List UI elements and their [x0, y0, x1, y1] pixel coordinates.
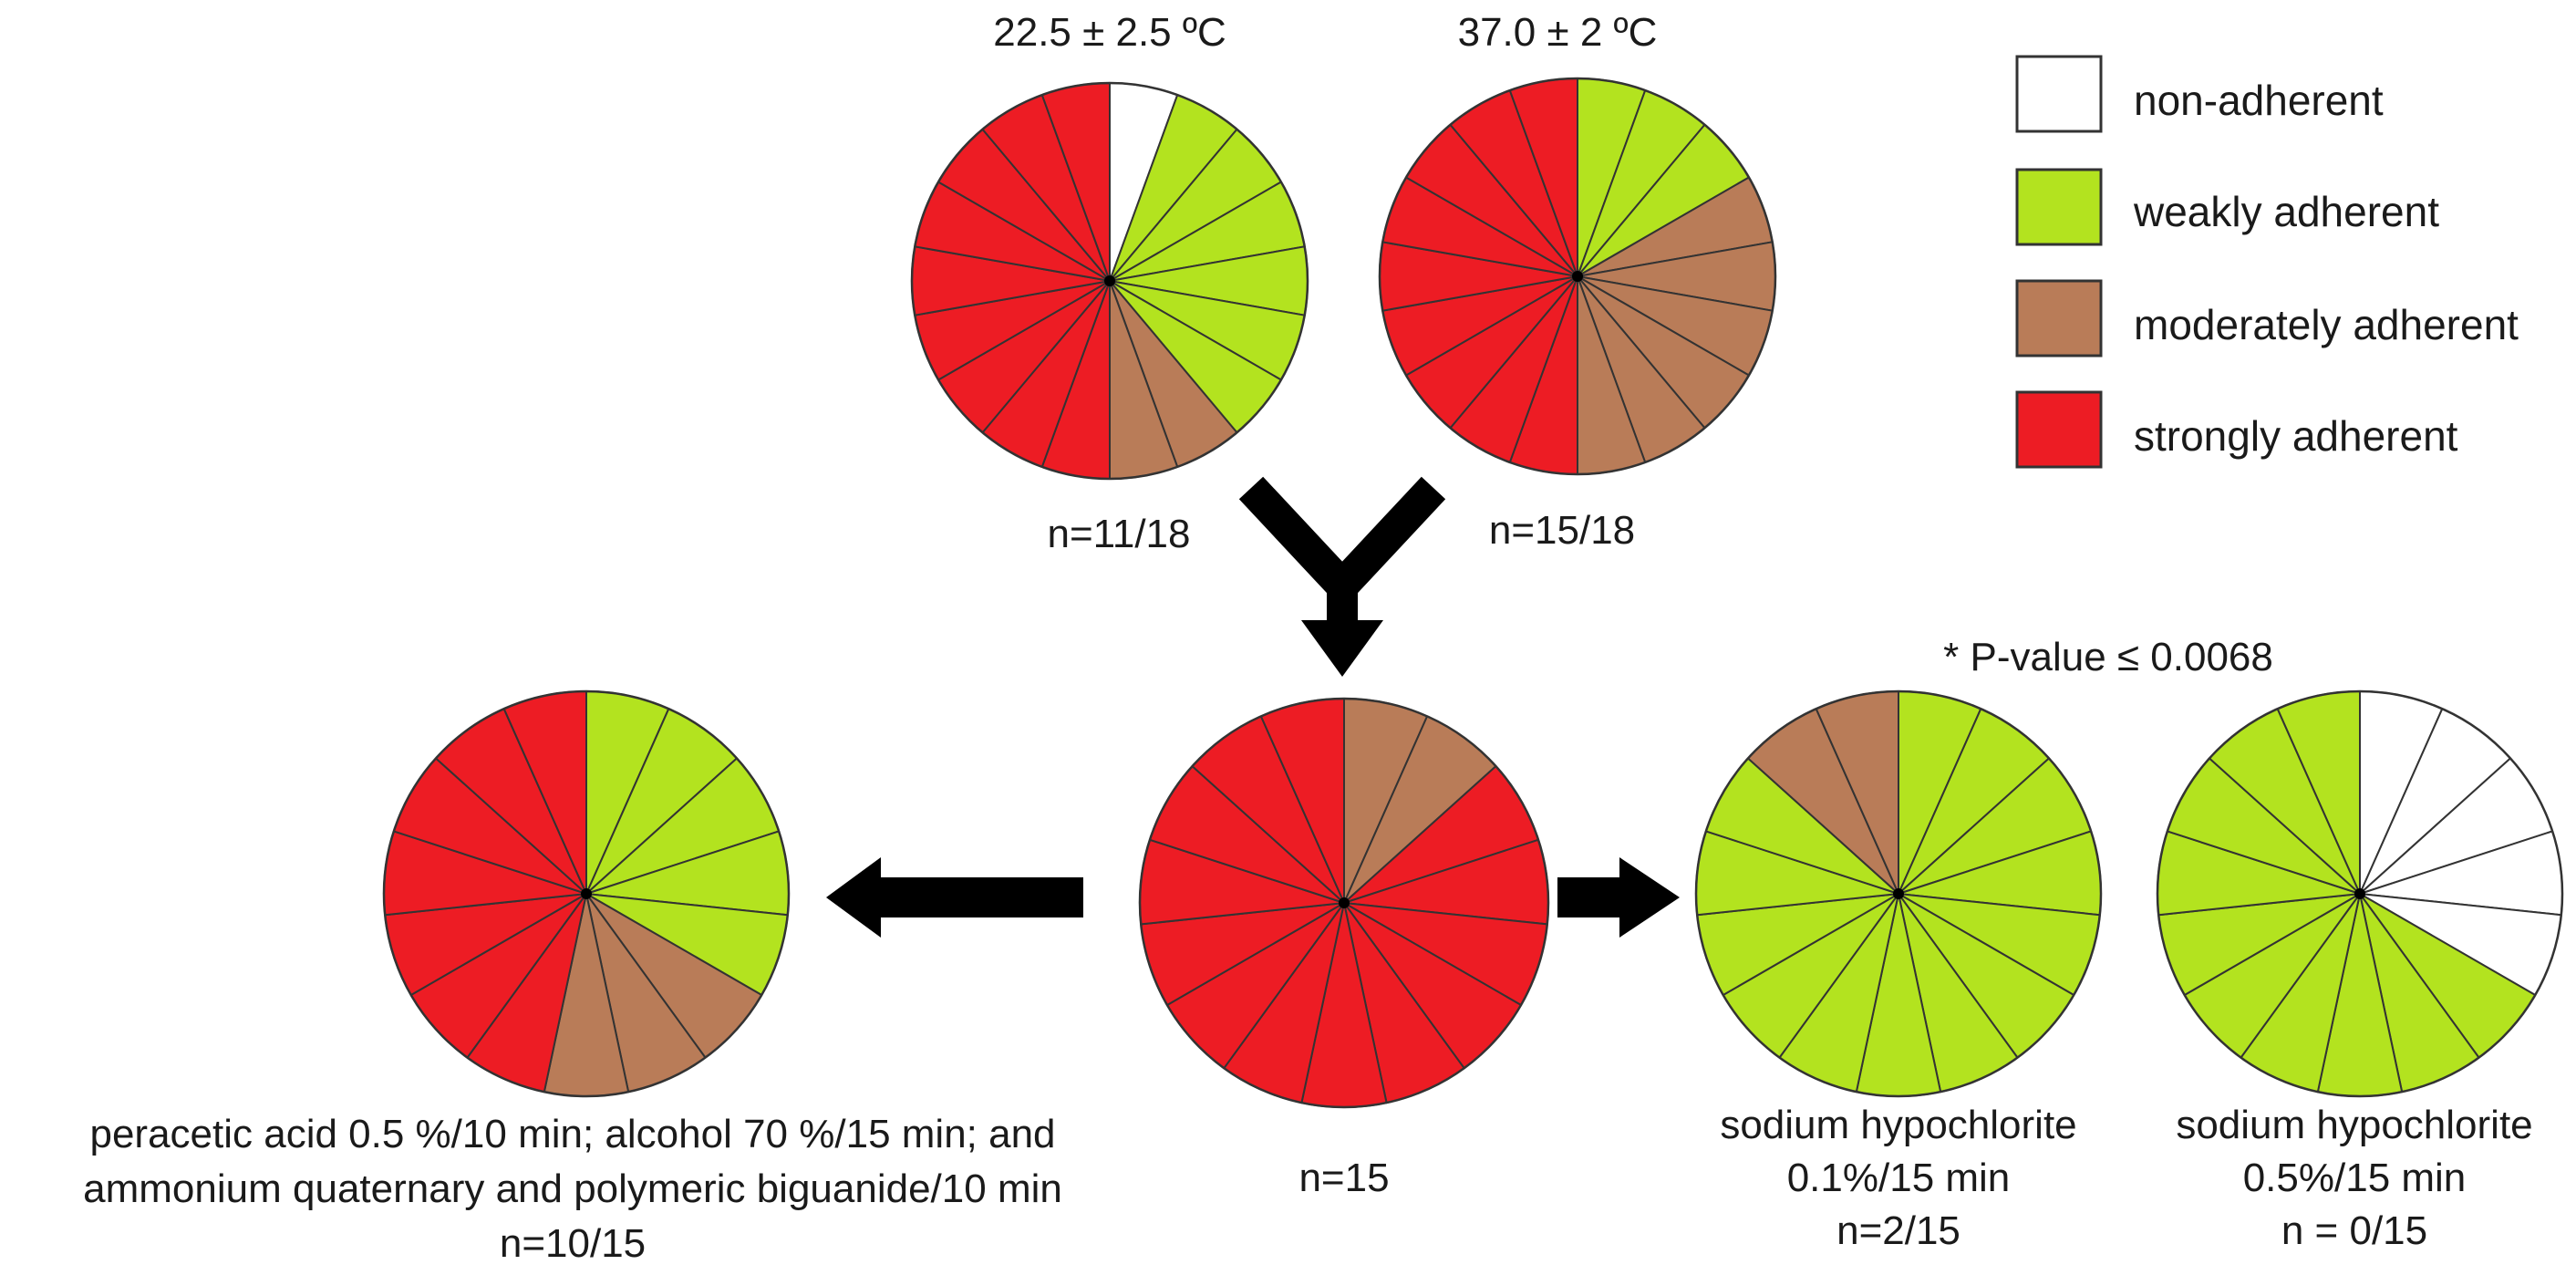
pie-hypochlorite-05-caption-line-1: sodium hypochlorite	[2176, 1103, 2532, 1147]
pie-peracetic-caption-line-2: ammonium quaternary and polymeric biguan…	[83, 1166, 1062, 1211]
left-arrow-shaft	[877, 877, 1083, 917]
right-arrow-shaft	[1557, 877, 1621, 917]
pie-22c-title: 22.5 ± 2.5 ºC	[993, 10, 1226, 55]
legend-swatch-non-adherent	[2015, 55, 2103, 133]
merge-arrow-right-arm	[1329, 476, 1446, 597]
pie-hypochlorite-01-caption-line-2: 0.1%/15 min	[1787, 1156, 2011, 1200]
pie-peracetic-outline	[382, 689, 791, 1098]
pie-hypochlorite-05-center-dot	[2354, 888, 2365, 899]
pie-combined-center-dot	[1339, 897, 1350, 908]
pie-combined-caption: n=15	[1298, 1156, 1389, 1200]
significance-note: * P-value ≤ 0.0068	[1943, 635, 2273, 679]
pie-hypochlorite-05	[2156, 689, 2564, 1098]
pie-hypochlorite-01-outline	[1694, 689, 2103, 1098]
pie-22c-outline	[910, 81, 1309, 481]
pie-peracetic-caption-line-3: n=10/15	[500, 1221, 646, 1266]
merge-arrow-left-arm	[1238, 476, 1355, 597]
pie-hypochlorite-05-caption-line-3: n = 0/15	[2281, 1208, 2427, 1253]
pie-peracetic-caption-line-1: peracetic acid 0.5 %/10 min; alcohol 70 …	[89, 1112, 1055, 1156]
left-arrow	[826, 857, 1083, 938]
merge-arrow-head	[1301, 620, 1383, 677]
right-arrow	[1557, 857, 1680, 938]
pie-37c-title: 37.0 ± 2 ºC	[1458, 10, 1658, 55]
pie-hypochlorite-01-caption-line-3: n=2/15	[1836, 1208, 1960, 1253]
pie-22c	[910, 81, 1309, 481]
left-arrow-head	[826, 857, 881, 938]
legend-label-strongly-adherent: strongly adherent	[2134, 412, 2458, 460]
merge-arrow-stem	[1327, 575, 1358, 622]
pie-combined	[1138, 697, 1550, 1109]
pie-peracetic-center-dot	[581, 888, 592, 899]
merge-arrow	[1238, 476, 1446, 677]
pie-peracetic	[382, 689, 791, 1098]
pie-37c-outline	[1378, 77, 1777, 476]
pie-hypochlorite-01	[1694, 689, 2103, 1098]
pie-37c-caption: n=15/18	[1489, 508, 1635, 553]
pie-hypochlorite-05-outline	[2156, 689, 2564, 1098]
pie-hypochlorite-01-center-dot	[1893, 888, 1904, 899]
legend-swatch-strongly-adherent	[2015, 390, 2103, 469]
pie-hypochlorite-01-caption-line-1: sodium hypochlorite	[1720, 1103, 2076, 1147]
pie-37c	[1378, 77, 1777, 476]
pie-hypochlorite-05-caption-line-2: 0.5%/15 min	[2243, 1156, 2467, 1200]
legend-label-weakly-adherent: weakly adherent	[2133, 188, 2439, 235]
pie-22c-caption: n=11/18	[1047, 512, 1190, 556]
legend: non-adherent weakly adherent moderately …	[2015, 55, 2519, 469]
pie-combined-outline	[1138, 697, 1550, 1109]
legend-label-non-adherent: non-adherent	[2134, 77, 2384, 124]
pie-37c-center-dot	[1572, 271, 1583, 282]
right-arrow-head	[1619, 857, 1680, 938]
legend-swatch-moderately-adherent	[2015, 279, 2103, 358]
legend-label-moderately-adherent: moderately adherent	[2134, 301, 2519, 348]
legend-swatch-weakly-adherent	[2015, 168, 2103, 246]
pie-22c-center-dot	[1104, 275, 1115, 286]
